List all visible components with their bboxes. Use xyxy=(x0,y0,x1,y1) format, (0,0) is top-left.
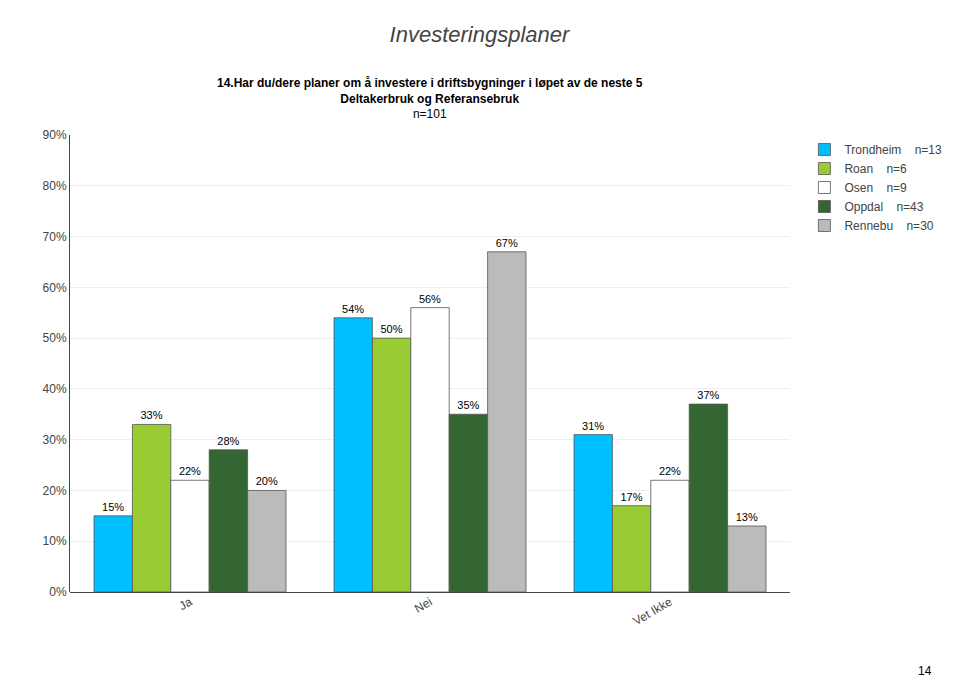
svg-text:Rennebu n=30: Rennebu n=30 xyxy=(844,219,933,233)
svg-text:40%: 40% xyxy=(43,382,67,396)
svg-text:Vet Ikke: Vet Ikke xyxy=(631,595,675,629)
svg-text:14.Har du/dere planer om å inv: 14.Har du/dere planer om å investere i d… xyxy=(217,76,643,121)
svg-text:80%: 80% xyxy=(43,179,67,193)
svg-text:37%: 37% xyxy=(697,389,719,401)
svg-text:17%: 17% xyxy=(620,491,642,503)
svg-text:60%: 60% xyxy=(43,281,67,295)
svg-text:Investeringsplaner: Investeringsplaner xyxy=(390,22,571,47)
svg-text:14: 14 xyxy=(918,664,932,678)
svg-text:Oppdal n=43: Oppdal n=43 xyxy=(844,200,923,214)
svg-text:90%: 90% xyxy=(43,128,67,142)
svg-text:0%: 0% xyxy=(49,585,67,599)
svg-text:Roan n=6: Roan n=6 xyxy=(844,162,907,176)
svg-text:Nei: Nei xyxy=(412,595,435,616)
svg-text:35%: 35% xyxy=(457,399,479,411)
svg-text:67%: 67% xyxy=(496,237,518,249)
svg-text:20%: 20% xyxy=(256,475,278,487)
svg-text:31%: 31% xyxy=(582,420,604,432)
svg-text:20%: 20% xyxy=(43,484,67,498)
svg-text:50%: 50% xyxy=(43,331,67,345)
svg-text:70%: 70% xyxy=(43,230,67,244)
svg-text:10%: 10% xyxy=(43,534,67,548)
svg-text:33%: 33% xyxy=(140,409,162,421)
svg-text:Osen n=9: Osen n=9 xyxy=(844,181,907,195)
svg-text:22%: 22% xyxy=(179,465,201,477)
svg-text:30%: 30% xyxy=(43,433,67,447)
svg-text:54%: 54% xyxy=(342,303,364,315)
svg-text:Trondheim n=13: Trondheim n=13 xyxy=(844,143,942,157)
svg-text:15%: 15% xyxy=(102,501,124,513)
svg-text:22%: 22% xyxy=(659,465,681,477)
svg-text:13%: 13% xyxy=(736,511,758,523)
svg-text:56%: 56% xyxy=(419,293,441,305)
svg-text:50%: 50% xyxy=(380,323,402,335)
svg-text:28%: 28% xyxy=(217,435,239,447)
svg-text:Ja: Ja xyxy=(177,595,195,614)
